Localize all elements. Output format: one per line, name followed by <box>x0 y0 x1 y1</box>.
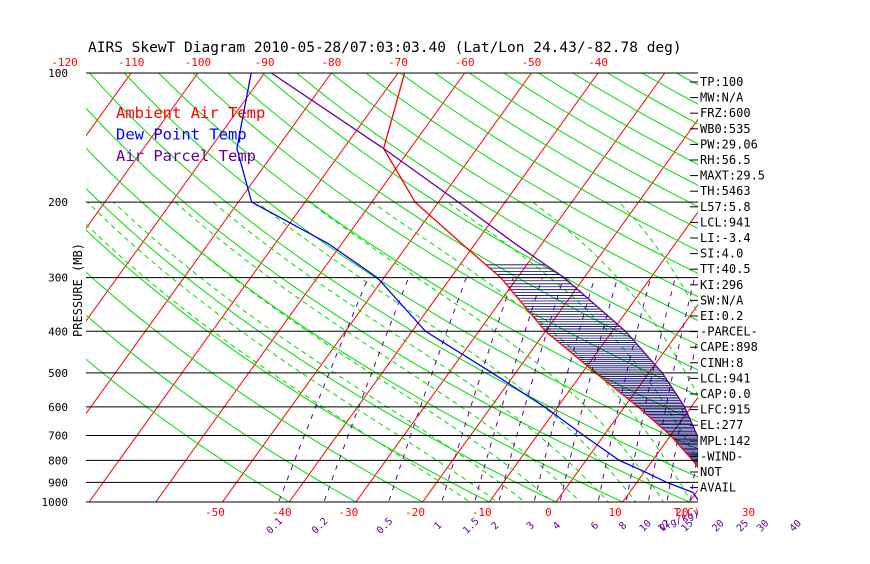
pressure-tick-label: 400 <box>48 325 68 338</box>
stat-label: EI:0.2 <box>700 309 743 323</box>
dry-adiabat-line <box>400 73 870 511</box>
stat-label: TP:100 <box>700 75 743 89</box>
stat-label: MW:N/A <box>700 91 744 105</box>
pressure-tick-label: 900 <box>48 476 68 489</box>
mixing-ratio-tick-label: 40 <box>788 518 804 534</box>
stat-label: SW:N/A <box>700 293 744 307</box>
bottom-temp-tick-label: 0 <box>545 506 552 519</box>
stat-label: SI:4.0 <box>700 247 743 261</box>
stat-label: CAPE:898 <box>700 340 758 354</box>
dry-adiabat-line <box>193 73 870 511</box>
bottom-temp-tick-label: -50 <box>205 506 225 519</box>
dry-adiabat-line <box>435 73 870 511</box>
isotherm-line <box>0 73 64 511</box>
mixing-ratio-tick-label: 30 <box>755 518 771 534</box>
stat-label: TH:5463 <box>700 184 751 198</box>
mixing-ratio-line <box>797 278 824 511</box>
mixing-ratio-tick-label: 25 <box>735 518 751 534</box>
stat-label: EL:277 <box>700 418 743 432</box>
pressure-tick-label: 1000 <box>42 496 69 509</box>
stat-label: LCL:941 <box>700 371 751 385</box>
stat-label: L57:5.8 <box>700 200 751 214</box>
isotherm-line <box>0 73 131 511</box>
bottom-temp-tick-label: -30 <box>338 506 358 519</box>
legend-entry: Air Parcel Temp <box>116 147 256 165</box>
stat-label: MAXT:29.5 <box>700 169 765 183</box>
stat-label: NOT <box>700 465 722 479</box>
pressure-tick-label: 200 <box>48 196 68 209</box>
stat-label: LCL:941 <box>700 215 751 229</box>
stat-label: RH:56.5 <box>700 153 751 167</box>
top-temp-tick-label: -70 <box>388 56 408 69</box>
air-parcel-temp-line <box>271 73 731 502</box>
top-temp-tick-label: -100 <box>185 56 212 69</box>
moist-adiabat-line <box>213 202 616 511</box>
top-temp-tick-label: -110 <box>118 56 145 69</box>
stat-label: CINH:8 <box>700 356 743 370</box>
chart-title: AIRS SkewT Diagram 2010-05-28/07:03:03.4… <box>88 40 682 56</box>
isotherm-line <box>216 73 531 511</box>
dry-adiabat-line <box>504 73 870 511</box>
mixing-ratio-tick-label: 20 <box>710 518 726 534</box>
mixing-ratio-line <box>275 278 368 511</box>
legend-entry: Dew Point Temp <box>116 126 247 144</box>
stat-label: MPL:142 <box>700 434 751 448</box>
pressure-tick-label: 600 <box>48 401 68 414</box>
pressure-tick-label: 800 <box>48 454 68 467</box>
bottom-temp-tick-label: -20 <box>405 506 425 519</box>
top-temp-tick-label: -90 <box>255 56 275 69</box>
mixing-ratio-line <box>439 278 513 511</box>
isotherm-line <box>750 73 870 511</box>
mixing-ratio-tick-label: 4 <box>551 520 563 532</box>
bottom-temp-tick-label: 10 <box>609 506 622 519</box>
mixing-ratio-tick-label: 2 <box>490 520 502 532</box>
mixing-ratio-tick-label: 0.5 <box>375 516 396 537</box>
mixing-ratio-line <box>765 278 796 511</box>
dry-adiabat-line <box>0 73 575 511</box>
moist-adiabat-line <box>447 202 723 511</box>
mixing-ratio-tick-label: 3 <box>525 520 537 532</box>
stat-label: AVAIL <box>700 481 736 495</box>
dry-adiabat-line <box>331 73 870 511</box>
moist-adiabat-line <box>113 202 536 511</box>
pressure-tick-label: 300 <box>48 272 68 285</box>
stat-label: FRZ:600 <box>700 106 751 120</box>
mixing-ratio-tick-label: 1 <box>432 520 444 532</box>
stat-label: -PARCEL- <box>700 325 758 339</box>
stat-label: CAP:0.0 <box>700 387 751 401</box>
top-temp-tick-label: -50 <box>521 56 541 69</box>
mixing-ratio-tick-label: 8 <box>617 520 629 532</box>
y-axis-label: PRESSURE (MB) <box>71 243 85 337</box>
mixing-ratio-tick-label: 0.1 <box>265 516 286 537</box>
legend-entry: Ambient Air Temp <box>116 104 265 122</box>
top-temp-tick-label: -60 <box>455 56 475 69</box>
stat-label: -WIND- <box>700 449 743 463</box>
pressure-tick-label: 500 <box>48 367 68 380</box>
mixing-ratio-tick-label: 0.2 <box>310 516 331 537</box>
mixing-ratio-tick-label: 1.5 <box>461 516 482 537</box>
stat-label: LFC:915 <box>700 403 751 417</box>
top-temp-tick-label: -80 <box>321 56 341 69</box>
mixing-ratio-tick-label: 10 <box>638 518 654 534</box>
stat-label: TT:40.5 <box>700 262 751 276</box>
stat-label: KI:296 <box>700 278 743 292</box>
top-temp-tick-label: -40 <box>588 56 608 69</box>
mixing-ratio-line <box>532 278 595 511</box>
bottom-temp-tick-label: -40 <box>272 506 292 519</box>
bottom-temp-tick-label: 30 <box>742 506 755 519</box>
top-temp-tick-label: -120 <box>51 56 78 69</box>
mixing-ratio-tick-label: 6 <box>589 520 601 532</box>
stat-label: LI:-3.4 <box>700 231 751 245</box>
dry-adiabat-line <box>228 73 870 511</box>
dry-adiabat-line <box>262 73 870 511</box>
pressure-tick-label: 700 <box>48 430 68 443</box>
isotherm-line <box>816 73 870 511</box>
stat-label: PW:29.06 <box>700 137 758 151</box>
dry-adiabat-line <box>469 73 870 511</box>
stat-label: WB0:535 <box>700 122 751 136</box>
